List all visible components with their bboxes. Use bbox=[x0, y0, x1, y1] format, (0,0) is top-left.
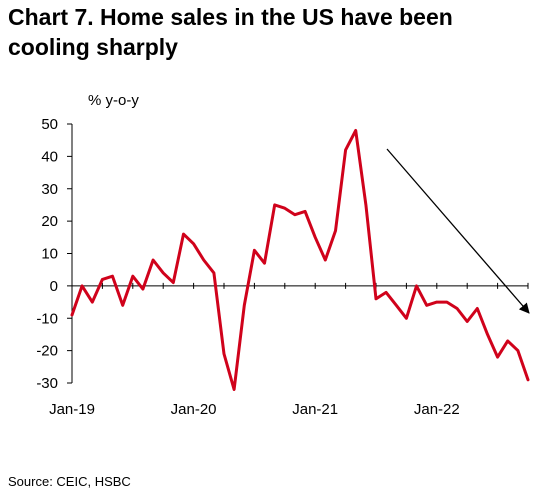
series-line bbox=[70, 129, 530, 391]
x-tick-label: Jan-20 bbox=[171, 401, 217, 418]
x-tick-label: Jan-21 bbox=[292, 401, 338, 418]
y-tick-label: 30 bbox=[41, 181, 58, 198]
y-tick-label: 0 bbox=[50, 278, 58, 295]
y-tick-label: -20 bbox=[36, 343, 58, 360]
x-tick-label: Jan-22 bbox=[414, 401, 460, 418]
chart-annotations bbox=[386, 148, 530, 314]
y-tick-label: 10 bbox=[41, 246, 58, 263]
y-tick-label: 50 bbox=[41, 116, 58, 133]
y-tick-label: 40 bbox=[41, 148, 58, 165]
y-tick-label: 20 bbox=[41, 213, 58, 230]
chart-title: Chart 7. Home sales in the US have been … bbox=[8, 4, 453, 60]
chart-series bbox=[70, 129, 530, 391]
x-tick-label: Jan-19 bbox=[49, 401, 95, 418]
y-tick-label: -30 bbox=[36, 375, 58, 392]
chart-tick-labels: 50 40 30 20 10 0 -10 -20 -30 Jan-19 Jan-20 Jan-21 Ja… bbox=[36, 116, 459, 418]
chart-axes bbox=[67, 123, 529, 384]
trend-arrow bbox=[386, 148, 530, 314]
y-axis-label: % y-o-y bbox=[88, 92, 139, 109]
source-note: Source: CEIC, HSBC bbox=[8, 474, 131, 489]
y-tick-label: -10 bbox=[36, 310, 58, 327]
